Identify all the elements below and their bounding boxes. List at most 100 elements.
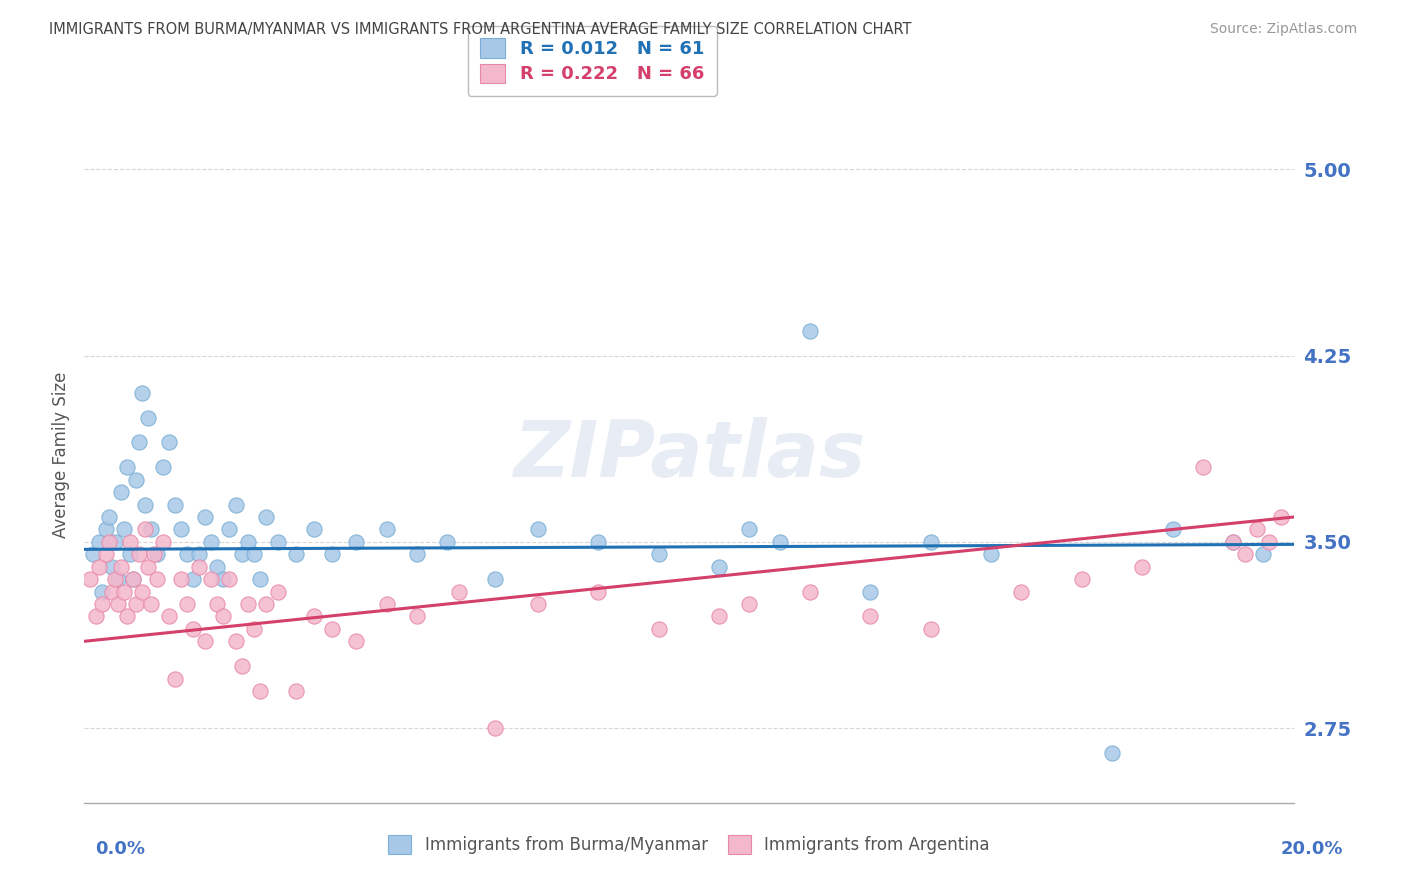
Point [859, 584, 882, 599]
Point [236, 597, 259, 611]
Point [527, 597, 550, 611]
Point [181, 572, 204, 586]
Point [321, 547, 343, 561]
Point [165, 672, 187, 686]
Point [302, 523, 325, 537]
Point [94, 547, 117, 561]
Point [107, 572, 129, 586]
Point [115, 609, 138, 624]
Point [406, 609, 429, 624]
Point [980, 547, 1002, 561]
Point [859, 609, 882, 624]
Point [194, 510, 217, 524]
Point [89, 559, 111, 574]
Point [94, 523, 117, 537]
Point [146, 572, 169, 586]
Point [1192, 460, 1215, 475]
Point [136, 410, 159, 425]
Point [1253, 547, 1275, 561]
Text: 20.0%: 20.0% [1281, 840, 1343, 858]
Text: Source: ZipAtlas.com: Source: ZipAtlas.com [1209, 22, 1357, 37]
Point [267, 584, 290, 599]
Point [86, 609, 108, 624]
Point [97, 535, 120, 549]
Point [484, 721, 506, 735]
Point [436, 535, 458, 549]
Y-axis label: Average Family Size: Average Family Size [52, 372, 70, 538]
Point [128, 547, 150, 561]
Point [134, 523, 156, 537]
Point [709, 559, 731, 574]
Point [1246, 523, 1268, 537]
Point [242, 622, 264, 636]
Text: ZIPatlas: ZIPatlas [513, 417, 865, 493]
Point [236, 535, 259, 549]
Point [207, 559, 229, 574]
Point [104, 535, 127, 549]
Point [375, 523, 398, 537]
Point [152, 460, 174, 475]
Point [131, 385, 153, 400]
Point [218, 523, 240, 537]
Point [242, 547, 264, 561]
Text: IMMIGRANTS FROM BURMA/MYANMAR VS IMMIGRANTS FROM ARGENTINA AVERAGE FAMILY SIZE C: IMMIGRANTS FROM BURMA/MYANMAR VS IMMIGRA… [49, 22, 911, 37]
Point [254, 597, 277, 611]
Point [110, 485, 132, 500]
Point [157, 435, 180, 450]
Point [527, 523, 550, 537]
Point [139, 523, 162, 537]
Point [181, 622, 204, 636]
Point [285, 547, 308, 561]
Point [207, 597, 229, 611]
Point [254, 510, 277, 524]
Point [125, 473, 148, 487]
Point [194, 634, 217, 648]
Point [738, 523, 761, 537]
Point [136, 559, 159, 574]
Point [128, 435, 150, 450]
Legend: Immigrants from Burma/Myanmar, Immigrants from Argentina: Immigrants from Burma/Myanmar, Immigrant… [378, 825, 1000, 864]
Point [142, 547, 165, 561]
Point [249, 572, 271, 586]
Point [1071, 572, 1094, 586]
Point [406, 547, 429, 561]
Point [91, 584, 114, 599]
Point [225, 634, 247, 648]
Point [165, 498, 187, 512]
Point [346, 634, 368, 648]
Point [1222, 535, 1244, 549]
Point [799, 584, 821, 599]
Point [588, 584, 610, 599]
Point [139, 597, 162, 611]
Point [97, 510, 120, 524]
Point [212, 572, 235, 586]
Point [799, 324, 821, 338]
Point [82, 547, 104, 561]
Point [79, 572, 101, 586]
Point [648, 622, 671, 636]
Point [176, 597, 198, 611]
Point [212, 609, 235, 624]
Point [121, 572, 143, 586]
Point [302, 609, 325, 624]
Point [321, 622, 343, 636]
Point [920, 535, 942, 549]
Point [231, 659, 253, 673]
Point [346, 535, 368, 549]
Point [375, 597, 398, 611]
Point [157, 609, 180, 624]
Point [709, 609, 731, 624]
Point [1161, 523, 1184, 537]
Point [176, 547, 198, 561]
Point [1011, 584, 1033, 599]
Point [107, 597, 129, 611]
Point [118, 547, 141, 561]
Point [1222, 535, 1244, 549]
Point [152, 535, 174, 549]
Point [225, 498, 247, 512]
Point [267, 535, 290, 549]
Point [134, 498, 156, 512]
Point [738, 597, 761, 611]
Text: 0.0%: 0.0% [96, 840, 146, 858]
Point [188, 547, 211, 561]
